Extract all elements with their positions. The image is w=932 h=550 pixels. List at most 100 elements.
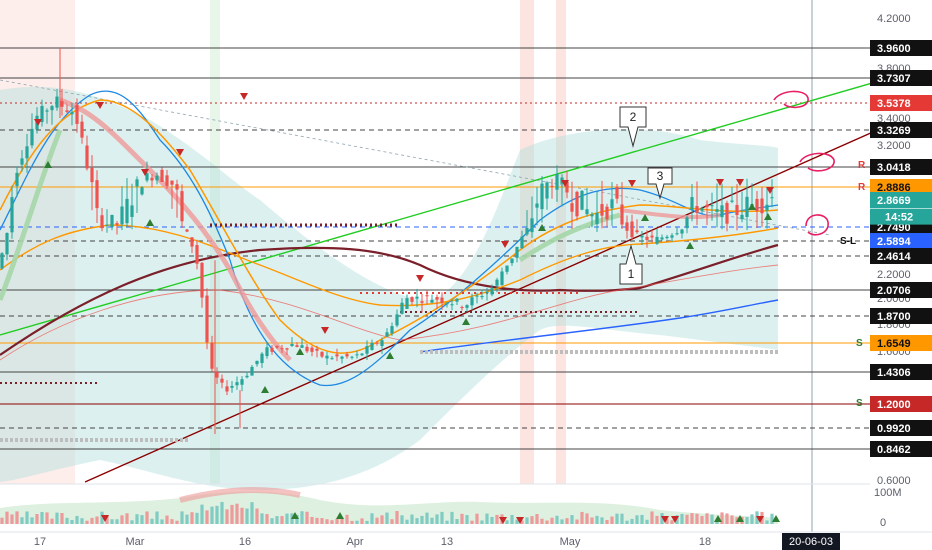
- candle-body: [255, 360, 259, 365]
- candle-body: [455, 298, 459, 302]
- candle-body: [630, 221, 634, 238]
- candle-body: [280, 348, 284, 350]
- candle-body: [510, 258, 514, 264]
- volume-bar: [110, 519, 114, 524]
- candle-body: [720, 205, 724, 218]
- volume-bar: [675, 515, 679, 524]
- candle-body: [550, 185, 554, 187]
- candle-body: [610, 199, 614, 209]
- candle-body: [250, 366, 254, 376]
- candle-body: [395, 314, 399, 326]
- volume-bar: [15, 511, 19, 524]
- price-level-tag-label: 2.4614: [877, 251, 912, 263]
- volume-bar: [10, 514, 14, 524]
- candle-body: [430, 299, 434, 303]
- green-trendline[interactable]: [0, 74, 901, 336]
- volume-bar: [230, 504, 234, 524]
- volume-sell-marker: [516, 517, 524, 524]
- buy-signal-marker: [296, 348, 304, 355]
- candle-body: [55, 96, 59, 108]
- volume-bar: [390, 519, 394, 524]
- price-level-tag: [870, 40, 932, 56]
- red-trendline[interactable]: [84, 119, 901, 483]
- volume-bar: [585, 513, 589, 524]
- sell-signal-marker: [141, 169, 149, 176]
- callout-3: 3: [647, 167, 673, 200]
- volume-bar: [215, 505, 219, 524]
- volume-bar: [535, 514, 539, 524]
- buy-signal-marker: [764, 213, 772, 220]
- volume-bar: [265, 514, 269, 524]
- candle-body: [415, 296, 419, 299]
- candle-body: [495, 279, 499, 286]
- sell-signal-marker: [766, 187, 774, 194]
- price-level-tag: [870, 420, 932, 436]
- volume-bar: [35, 514, 39, 524]
- candle-body: [320, 351, 324, 357]
- candle-body: [670, 235, 674, 238]
- price-level-tag-label: 2.0706: [877, 285, 911, 297]
- candle-body: [640, 235, 644, 238]
- time-axis-tick: Apr: [346, 536, 363, 548]
- candle-body: [520, 236, 524, 249]
- candle-body: [675, 233, 679, 235]
- volume-bar: [120, 515, 124, 524]
- volume-bar: [545, 520, 549, 524]
- resistance-marker: R: [858, 182, 866, 193]
- candle-body: [525, 228, 529, 235]
- volume-bar: [630, 518, 634, 524]
- candle-body: [715, 209, 719, 212]
- candle-body: [105, 224, 109, 226]
- volume-bar: [115, 519, 119, 524]
- callout-1: 1: [619, 244, 643, 285]
- volume-bar: [420, 515, 424, 524]
- candle-body: [445, 303, 449, 305]
- volume-sell-marker: [756, 516, 764, 523]
- candle-body: [220, 378, 224, 383]
- candle-body: [685, 217, 689, 229]
- candle-body: [735, 204, 739, 216]
- volume-bar: [30, 517, 34, 524]
- volume-bar: [615, 513, 619, 524]
- volume-sell-marker: [499, 517, 507, 524]
- ema-thick-green: [0, 129, 63, 301]
- candle-body: [75, 104, 79, 124]
- volume-bar: [645, 519, 649, 524]
- volume-bar: [90, 517, 94, 524]
- volume-bar: [240, 507, 244, 524]
- candle-body: [330, 358, 334, 360]
- session-band-red: [556, 0, 566, 484]
- volume-buy-marker: [714, 515, 722, 522]
- price-level-tag: [870, 122, 932, 138]
- candle-body: [5, 233, 9, 255]
- volume-bar: [730, 515, 734, 524]
- volume-bar: [550, 517, 554, 524]
- price-level-tag: [870, 308, 932, 324]
- candle-body: [595, 212, 599, 225]
- volume-bar: [495, 514, 499, 524]
- volume-bar: [575, 519, 579, 524]
- volume-bar: [5, 511, 9, 524]
- volume-bar: [340, 518, 344, 524]
- volume-bar: [660, 513, 664, 524]
- candle-body: [645, 236, 649, 240]
- candle-body: [465, 305, 469, 308]
- volume-bar: [580, 511, 584, 524]
- candle-body: [300, 345, 304, 348]
- volume-bar: [130, 520, 134, 524]
- volume-bar: [570, 515, 574, 524]
- price-level-tag: [870, 335, 932, 351]
- volume-bar: [620, 513, 624, 524]
- candle-body: [680, 229, 684, 234]
- volume-bar: [255, 508, 259, 524]
- candle-body: [700, 208, 704, 211]
- candle-body: [690, 197, 694, 211]
- volume-bar: [475, 513, 479, 524]
- volume-bar: [80, 518, 84, 524]
- candle-body: [570, 203, 574, 212]
- volume-bar: [445, 520, 449, 524]
- ma-maroon: [0, 243, 779, 356]
- candle-body: [270, 347, 274, 352]
- volume-bar: [565, 518, 569, 524]
